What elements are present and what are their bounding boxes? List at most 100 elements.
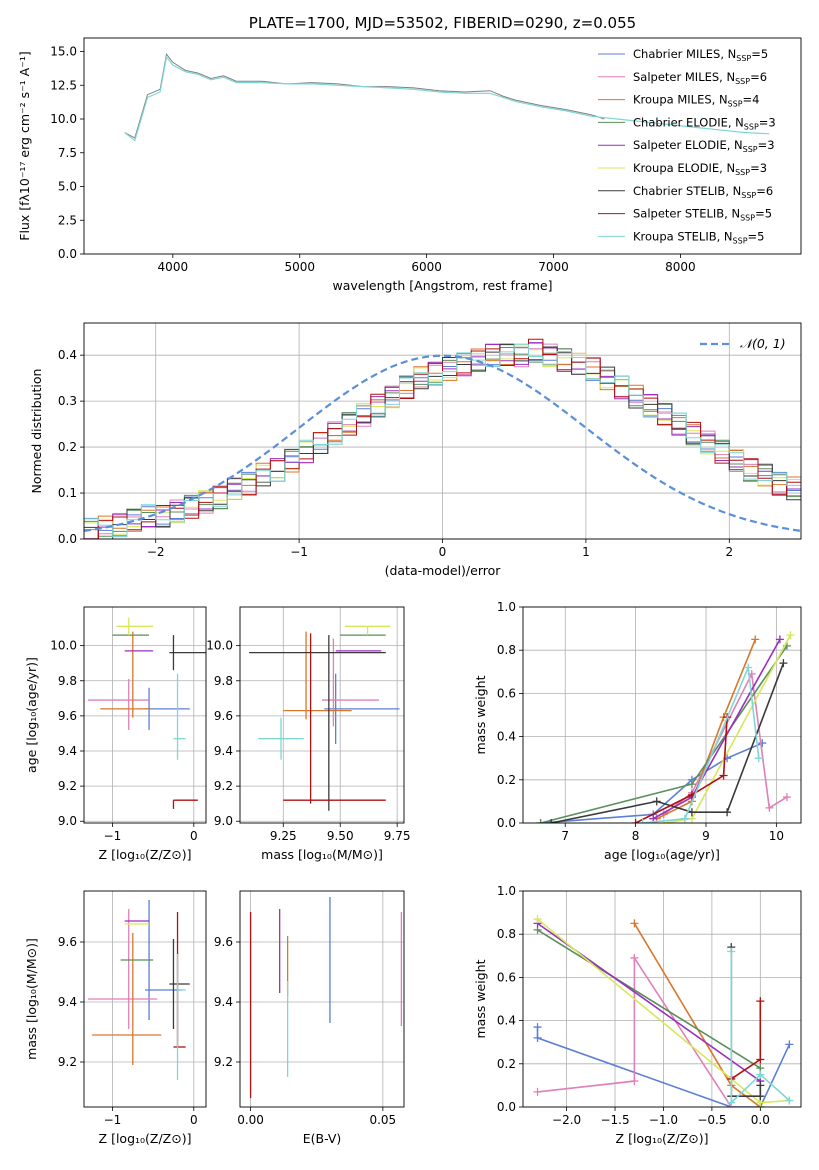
errorbar-point (249, 635, 386, 811)
panel-age-vs-Z: −1 0 9.0 9.2 9.4 9.6 9.8 10.0 Z [log₁₀(Z/Z⊙)] age… (24, 606, 207, 862)
y-tick-label: 7.5 (58, 146, 77, 160)
plus-marker (652, 797, 661, 806)
y-tick-label: 0.2 (497, 1057, 516, 1071)
x-tick-label: −1 (104, 1113, 122, 1127)
axes-frame (83, 606, 207, 824)
y-tick-label: 0.4 (497, 1014, 516, 1028)
x-tick-label: 4000 (158, 260, 189, 274)
legend-label: Chabrier ELODIE, NSSP=3 (633, 115, 776, 131)
x-tick-label: 0 (190, 1113, 198, 1127)
x-tick-label: 7000 (538, 260, 569, 274)
panel-spectrum: 4000 5000 6000 7000 8000 0.0 2.5 5.0 7.5 10.0 12.5… (17, 14, 802, 293)
axes-frame (239, 890, 405, 1108)
x-tick-label: 9.25 (270, 829, 297, 843)
y-axis-label: mass weight (473, 675, 488, 754)
plus-marker (533, 1033, 542, 1042)
axes-frame (522, 890, 802, 1108)
x-tick-label: 8000 (665, 260, 696, 274)
plus-marker (765, 803, 774, 812)
axes-frame (83, 37, 802, 255)
y-tick-label: 0.0 (58, 532, 77, 546)
plus-marker (754, 754, 763, 763)
weight-series (649, 635, 784, 823)
errorbar-point (173, 912, 186, 1048)
x-tick-label: 9 (702, 829, 710, 843)
y-tick-label: 9.0 (58, 814, 77, 828)
errorbar-point (116, 617, 154, 636)
y-tick-label: 9.2 (214, 779, 233, 793)
x-tick-label: −2 (147, 545, 165, 559)
weight-series (547, 659, 788, 823)
plot-area (124, 53, 770, 142)
errorbar-point (322, 638, 379, 727)
errorbar-point (324, 673, 400, 744)
x-axis-label: mass [log₁₀(M/M⊙)] (261, 847, 383, 862)
y-tick-label: 0.8 (497, 927, 516, 941)
x-tick-label: 8 (632, 829, 640, 843)
normal-curve (84, 354, 801, 532)
plus-marker (756, 1070, 765, 1079)
y-tick-label: 9.0 (214, 814, 233, 828)
y-tick-label: 2.5 (58, 213, 77, 227)
panel-massweight-vs-age: 7 8 9 10 0.0 0.2 0.4 0.6 0.8 1.0 age [log₁₀(age/yr… (473, 600, 802, 862)
legend-label: 𝒩(0, 1) (740, 336, 786, 351)
x-tick-label: 9.75 (384, 829, 411, 843)
y-tick-label: 9.6 (58, 709, 77, 723)
errorbar-point (169, 939, 190, 1029)
y-tick-label: 0.0 (497, 1100, 516, 1114)
plus-marker (744, 663, 753, 672)
x-axis-label: wavelength [Angstrom, rest frame] (332, 278, 552, 293)
errorbar-point (258, 717, 304, 760)
plus-marker (758, 739, 767, 748)
plus-marker (687, 808, 696, 817)
plus-marker (785, 1040, 794, 1049)
y-axis-label: Flux [fλ10⁻¹⁷ erg cm⁻² s⁻¹ A⁻¹] (17, 51, 32, 240)
plus-marker (756, 1055, 765, 1064)
y-tick-label: 0.0 (58, 247, 77, 261)
errorbar-point (283, 633, 386, 804)
y-tick-label: 1.0 (497, 600, 516, 614)
y-tick-label: 9.8 (214, 674, 233, 688)
y-tick-label: 10.0 (50, 639, 77, 653)
plus-marker (630, 953, 639, 962)
errorbar-point (283, 631, 352, 720)
plus-marker (630, 1077, 639, 1086)
errorbar-point (92, 933, 162, 1065)
x-tick-label: 1 (582, 545, 590, 559)
x-tick-label: 9.50 (327, 829, 354, 843)
y-tick-label: 0.4 (58, 348, 77, 362)
x-axis-label: age [log₁₀(age/yr)] (604, 847, 720, 862)
y-tick-label: 9.2 (58, 779, 77, 793)
plus-marker (719, 771, 728, 780)
weight-series (536, 739, 767, 823)
legend: Chabrier MILES, NSSP=5 Salpeter MILES, NS… (598, 47, 776, 245)
errorbar-point (88, 909, 158, 1029)
plus-marker (756, 1081, 765, 1090)
y-tick-label: 0.2 (58, 440, 77, 454)
x-tick-label: 10 (769, 829, 784, 843)
y-tick-label: 0.6 (497, 686, 516, 700)
x-tick-label: −2.0 (552, 1113, 581, 1127)
x-axis-label: E(B-V) (303, 1131, 342, 1146)
y-tick-label: 9.4 (58, 995, 77, 1009)
chart-title: PLATE=1700, MJD=53502, FIBERID=0290, z=0… (249, 14, 636, 32)
x-tick-label: 5000 (284, 260, 315, 274)
histogram-step (84, 344, 801, 538)
plus-marker (727, 1098, 736, 1107)
x-tick-label: 0 (190, 829, 198, 843)
y-tick-label: 0.1 (58, 486, 77, 500)
errorbar-point (169, 635, 206, 671)
y-tick-label: 9.4 (58, 744, 77, 758)
y-axis-label: Normed distribution (29, 369, 44, 494)
y-tick-label: 10.0 (50, 112, 77, 126)
plus-marker (779, 659, 788, 668)
panel-mass-vs-EBV: 0.00 0.05 9.2 9.4 9.6 E(B-V) (214, 890, 405, 1146)
x-axis-label: Z [log₁₀(Z/Z⊙)] (99, 847, 192, 862)
y-tick-label: 5.0 (58, 180, 77, 194)
y-axis-label: age [log₁₀(age/yr)] (24, 657, 39, 773)
plus-marker (785, 1096, 794, 1105)
weight-series (727, 997, 765, 1083)
plus-marker (533, 1023, 542, 1032)
x-tick-label: −0.5 (697, 1113, 726, 1127)
panel-age-vs-mass: 9.25 9.50 9.75 9.0 9.2 9.4 9.6 9.8 10.0 mass [log… (206, 606, 411, 862)
